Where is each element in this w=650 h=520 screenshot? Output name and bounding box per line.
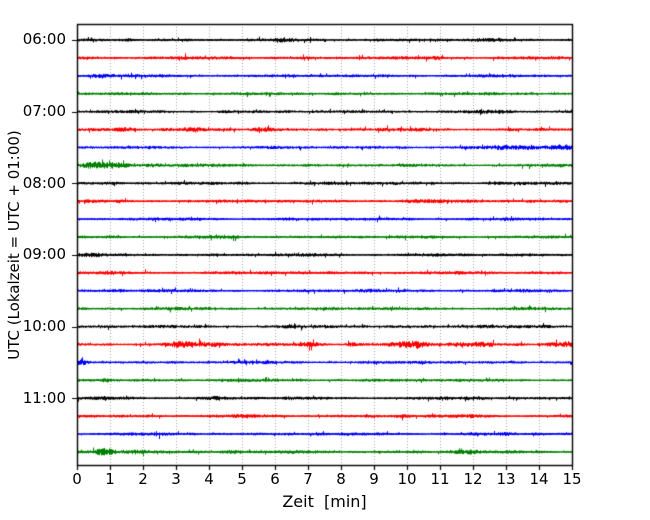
x-tick-14: 14 [529,470,549,488]
x-tick-1: 1 [105,470,115,488]
x-tick-9: 9 [369,470,379,488]
x-axis-label: Zeit [min] [282,492,367,511]
x-tick-13: 13 [496,470,516,488]
x-tick-7: 7 [303,470,313,488]
y-tick-1100: 11:00 [22,389,66,407]
x-tick-8: 8 [336,470,346,488]
x-tick-11: 11 [430,470,450,488]
y-tick-0800: 08:00 [22,174,66,192]
x-tick-3: 3 [171,470,181,488]
x-tick-4: 4 [204,470,214,488]
x-tick-15: 15 [562,470,582,488]
x-tick-10: 10 [397,470,417,488]
y-tick-1000: 10:00 [22,317,66,335]
x-tick-12: 12 [463,470,483,488]
y-tick-0600: 06:00 [22,30,66,48]
y-tick-0700: 07:00 [22,102,66,120]
y-tick-0900: 09:00 [22,245,66,263]
x-tick-6: 6 [270,470,280,488]
x-tick-2: 2 [138,470,148,488]
x-tick-0: 0 [72,470,82,488]
x-tick-5: 5 [237,470,247,488]
